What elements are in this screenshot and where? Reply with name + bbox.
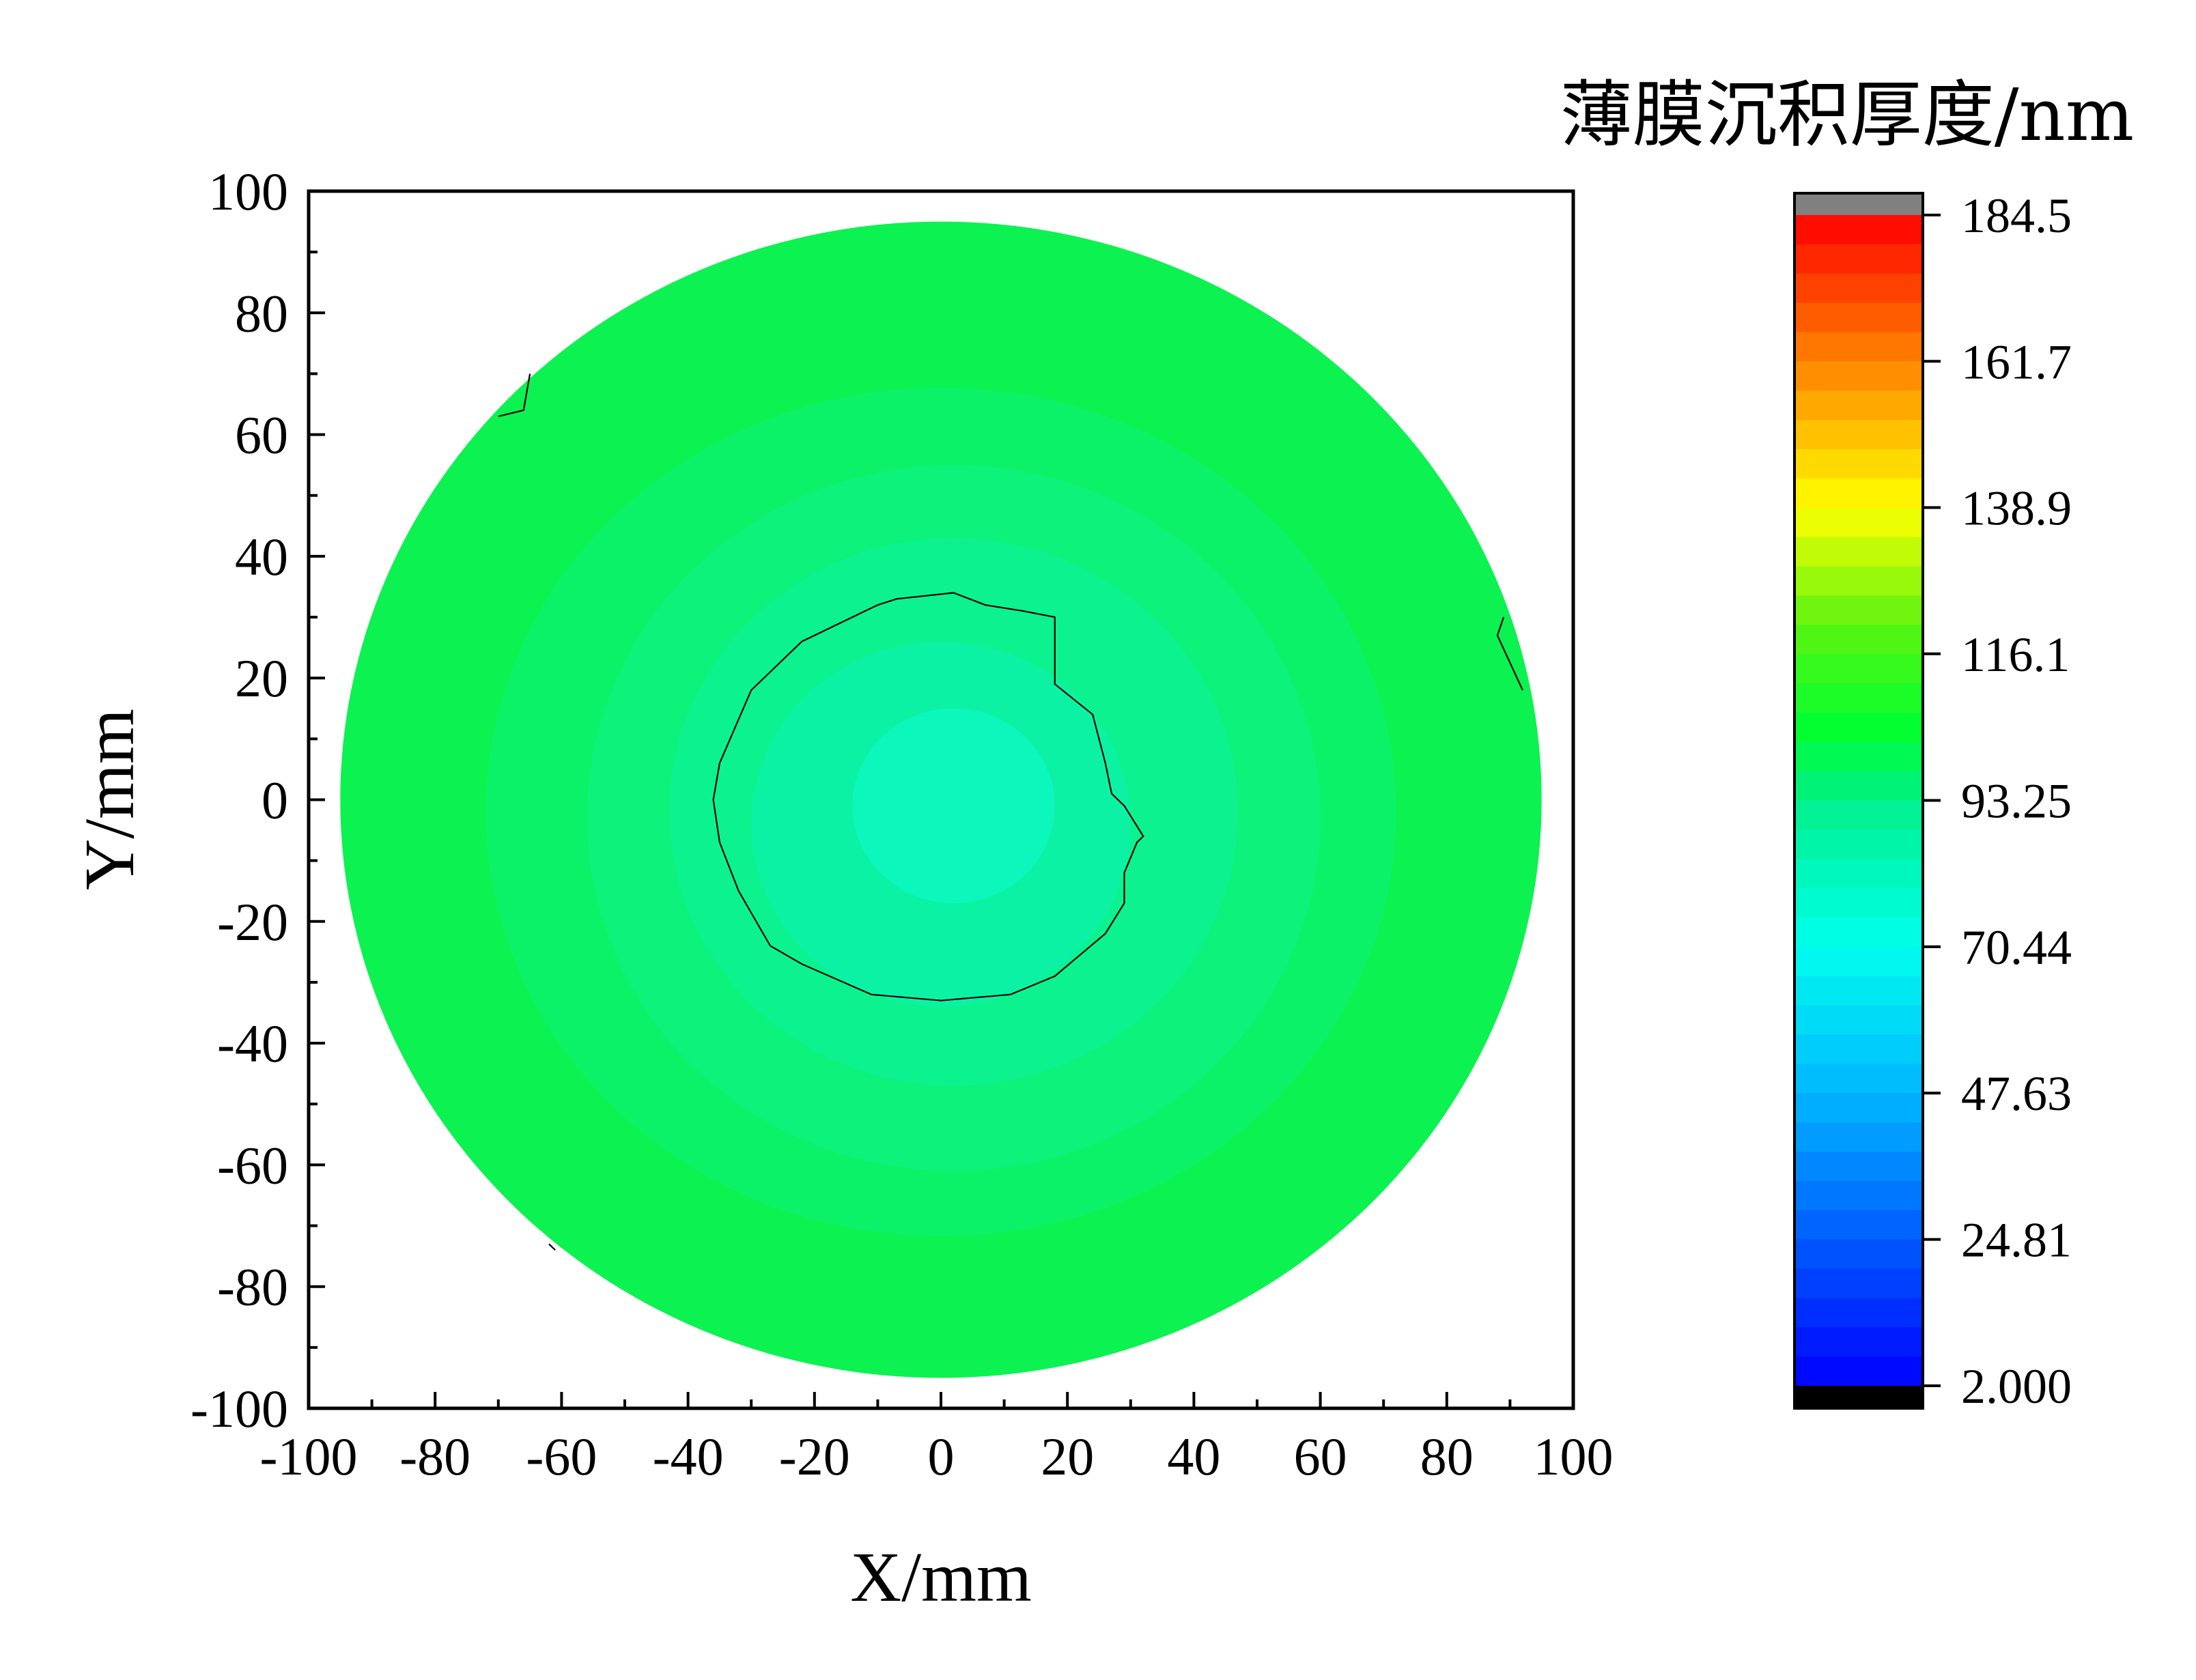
colorbar-swatch xyxy=(1794,976,1923,1006)
x-tick-label: 0 xyxy=(928,1427,955,1486)
colorbar-swatch xyxy=(1794,302,1923,333)
colorbar-tick-label: 70.44 xyxy=(1961,920,2072,975)
colorbar-swatch xyxy=(1794,507,1923,538)
colorbar-over-swatch xyxy=(1794,193,1923,215)
y-tick-label: 40 xyxy=(235,527,288,586)
colorbar-swatch xyxy=(1794,946,1923,977)
y-tick-label: -80 xyxy=(217,1257,288,1317)
x-tick-label: 20 xyxy=(1041,1427,1094,1486)
colorbar-tick-label: 47.63 xyxy=(1961,1066,2072,1121)
colorbar-swatch xyxy=(1794,1034,1923,1064)
y-tick-label: 100 xyxy=(208,162,288,221)
colorbar-swatch xyxy=(1794,332,1923,362)
colorbar-tick-label: 184.5 xyxy=(1961,188,2072,243)
colorbar-swatch xyxy=(1794,1005,1923,1036)
y-axis-ticks: 100 80 60 40 20 0 -20 -40 -60 -80 -100 xyxy=(191,162,325,1438)
colorbar-swatch xyxy=(1794,712,1923,743)
colorbar-swatch xyxy=(1794,859,1923,889)
contour-lines xyxy=(498,373,1523,1251)
colorbar-swatch xyxy=(1794,771,1923,801)
colorbar-swatch xyxy=(1794,478,1923,509)
colorbar-under-swatch xyxy=(1794,1386,1923,1408)
colorbar-swatch xyxy=(1794,1180,1923,1211)
colorbar-swatch xyxy=(1794,566,1923,596)
colorbar-tick-label: 93.25 xyxy=(1961,774,2072,829)
colorbar-tick-label: 2.000 xyxy=(1961,1359,2072,1414)
x-axis-title: X/mm xyxy=(850,1538,1032,1617)
y-tick-label: -60 xyxy=(217,1135,288,1195)
colorbar-swatch xyxy=(1794,800,1923,830)
colorbar-swatch xyxy=(1794,449,1923,479)
x-tick-label: 40 xyxy=(1167,1427,1220,1486)
colorbar-tick-label: 138.9 xyxy=(1961,481,2072,536)
colorbar-swatch xyxy=(1794,361,1923,391)
colorbar-swatch xyxy=(1794,1268,1923,1298)
y-tick-label: -100 xyxy=(191,1379,288,1438)
colorbar-swatch xyxy=(1794,829,1923,859)
colorbar-swatch xyxy=(1794,741,1923,772)
colorbar-swatch xyxy=(1794,215,1923,245)
region-center xyxy=(852,708,1055,904)
colorbar-swatch xyxy=(1794,273,1923,304)
colorbar-tick-label: 161.7 xyxy=(1961,334,2072,389)
x-tick-label: -100 xyxy=(260,1427,358,1486)
colorbar-swatch xyxy=(1794,1298,1923,1328)
x-axis-ticks: -100 -80 -60 -40 -20 0 20 40 60 80 100 xyxy=(260,1392,1614,1486)
colorbar-swatch xyxy=(1794,1356,1923,1386)
x-tick-label: -80 xyxy=(399,1427,470,1486)
x-tick-label: -60 xyxy=(526,1427,597,1486)
y-tick-label: 60 xyxy=(235,405,288,465)
colorbar-swatch xyxy=(1794,1152,1923,1182)
colorbar-swatch xyxy=(1794,244,1923,274)
colorbar-swatch xyxy=(1794,537,1923,567)
contour-line-main xyxy=(712,592,1144,1001)
colorbar-swatch xyxy=(1794,683,1923,713)
y-tick-label: 20 xyxy=(235,649,288,708)
colorbar-swatch xyxy=(1794,888,1923,918)
colorbar-swatch xyxy=(1794,390,1923,421)
y-axis-title: Y/mm xyxy=(70,709,149,890)
x-tick-label: -20 xyxy=(779,1427,850,1486)
x-tick-label: 80 xyxy=(1420,1427,1474,1486)
y-tick-label: 0 xyxy=(262,771,288,830)
colorbar-swatch xyxy=(1794,1327,1923,1357)
colorbar-tick-label: 116.1 xyxy=(1961,627,2070,682)
colorbar-swatch xyxy=(1794,1064,1923,1094)
colorbar-swatch xyxy=(1794,654,1923,684)
x-tick-label: 60 xyxy=(1294,1427,1347,1486)
x-tick-label: -40 xyxy=(653,1427,724,1486)
y-tick-label: -20 xyxy=(217,892,288,952)
wafer-contour-fill xyxy=(340,221,1542,1378)
y-tick-label: 80 xyxy=(235,283,288,343)
colorbar-swatch xyxy=(1794,625,1923,655)
colorbar-swatch xyxy=(1794,1093,1923,1123)
colorbar-swatch xyxy=(1794,420,1923,450)
contour-line-edge xyxy=(1496,616,1523,691)
colorbar-swatch xyxy=(1794,1122,1923,1152)
colorbar-swatch xyxy=(1794,1239,1923,1270)
colorbar-swatch xyxy=(1794,595,1923,625)
colorbar-swatch xyxy=(1794,1210,1923,1240)
colorbar-title: 薄膜沉积厚度/nm xyxy=(1560,73,2135,157)
contour-line-edge xyxy=(548,1243,556,1251)
colorbar-tick-label: 24.81 xyxy=(1961,1213,2072,1268)
colorbar: 184.5 161.7 138.9 116.1 93.25 70.44 47.63 24.81… xyxy=(1793,188,2072,1414)
y-tick-label: -40 xyxy=(217,1014,288,1073)
colorbar-swatch xyxy=(1794,917,1923,948)
contour-line-edge xyxy=(498,373,531,417)
x-tick-label: 100 xyxy=(1534,1427,1614,1486)
